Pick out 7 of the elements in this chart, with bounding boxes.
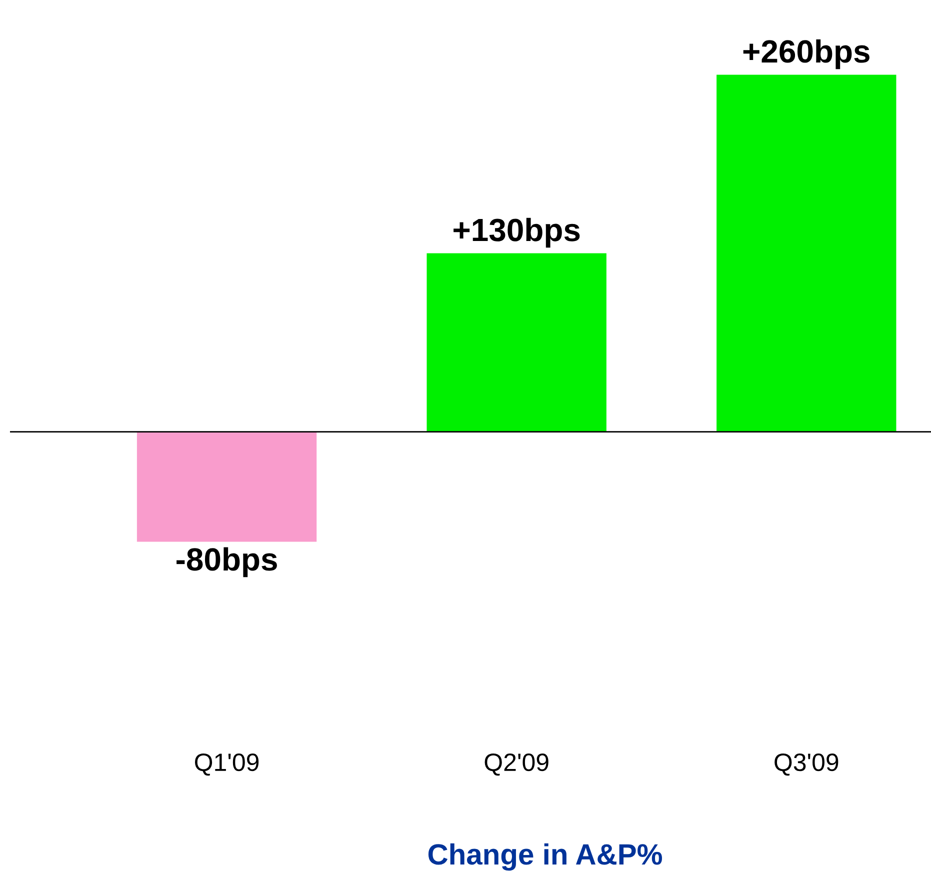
data-label: +260bps xyxy=(743,39,870,70)
x-tick-label: Q1'09 xyxy=(194,753,259,776)
data-label: +130bps xyxy=(454,218,580,248)
x-tick-label: Q2'09 xyxy=(484,753,548,776)
text: Change in A&P% xyxy=(428,843,662,871)
x-tick-label: Q3'09 xyxy=(774,753,838,776)
data-label: -80bps xyxy=(176,547,277,578)
